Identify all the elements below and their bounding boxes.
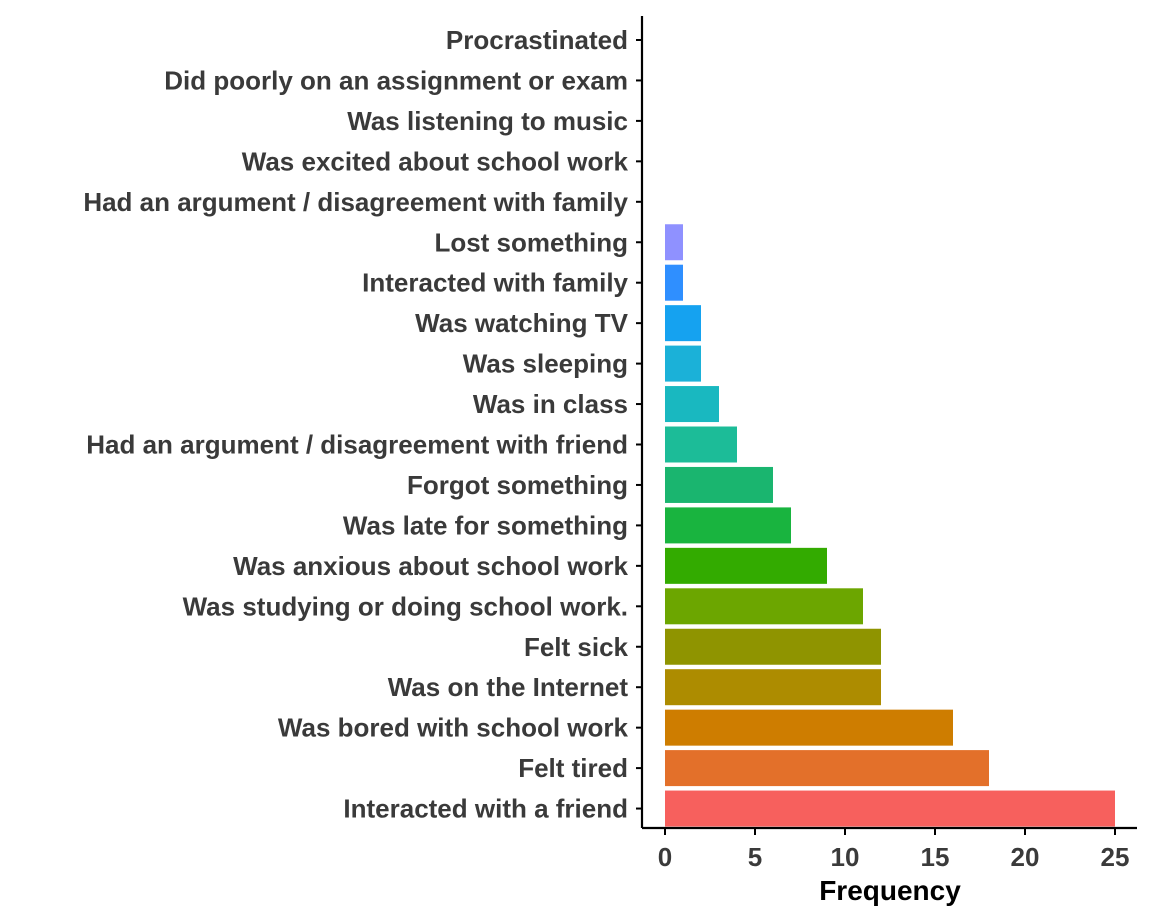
x-tick-label: 0 bbox=[658, 842, 672, 872]
category-labels: Procrastinated Did poorly on an assignmen… bbox=[83, 25, 642, 824]
bar bbox=[665, 305, 701, 342]
x-tick-label: 5 bbox=[748, 842, 762, 872]
category-label: Did poorly on an assignment or exam bbox=[164, 65, 628, 95]
category-label: Was sleeping bbox=[463, 349, 628, 379]
category-label: Interacted with a friend bbox=[343, 794, 628, 824]
bar bbox=[665, 386, 719, 423]
category-label: Was watching TV bbox=[415, 308, 628, 338]
bar bbox=[665, 264, 683, 301]
bar bbox=[665, 345, 701, 382]
x-tick-label: 25 bbox=[1101, 842, 1130, 872]
bars bbox=[665, 224, 1115, 827]
category-label: Felt sick bbox=[524, 632, 629, 662]
bar bbox=[665, 466, 773, 503]
bar bbox=[665, 426, 737, 463]
x-axis-title: Frequency bbox=[819, 875, 961, 906]
x-tick-label: 10 bbox=[831, 842, 860, 872]
category-label: Was late for something bbox=[343, 510, 628, 540]
bar bbox=[665, 709, 953, 746]
category-label: Was on the Internet bbox=[388, 672, 629, 702]
category-label: Felt tired bbox=[518, 753, 628, 783]
category-label: Was excited about school work bbox=[242, 146, 629, 176]
bar bbox=[665, 507, 791, 544]
category-label: Was bored with school work bbox=[278, 713, 629, 743]
bar bbox=[665, 224, 683, 261]
category-label: Was anxious about school work bbox=[233, 551, 628, 581]
bar bbox=[665, 588, 863, 625]
category-label: Had an argument / disagreement with frie… bbox=[86, 430, 628, 460]
category-label: Interacted with family bbox=[362, 268, 628, 298]
bar bbox=[665, 669, 881, 706]
x-tick-label: 15 bbox=[921, 842, 950, 872]
category-label: Was in class bbox=[473, 389, 628, 419]
bar bbox=[665, 750, 989, 787]
category-label: Procrastinated bbox=[446, 25, 628, 55]
x-axis-ticks: 0 5 10 15 20 25 bbox=[658, 828, 1130, 872]
category-label: Was listening to music bbox=[347, 106, 628, 136]
category-label: Had an argument / disagreement with fami… bbox=[83, 187, 628, 217]
category-label: Was studying or doing school work. bbox=[183, 591, 628, 621]
bar bbox=[665, 790, 1115, 827]
x-tick-label: 20 bbox=[1011, 842, 1040, 872]
bar bbox=[665, 547, 827, 584]
category-label: Forgot something bbox=[407, 470, 628, 500]
category-label: Lost something bbox=[434, 227, 628, 257]
bar bbox=[665, 628, 881, 665]
